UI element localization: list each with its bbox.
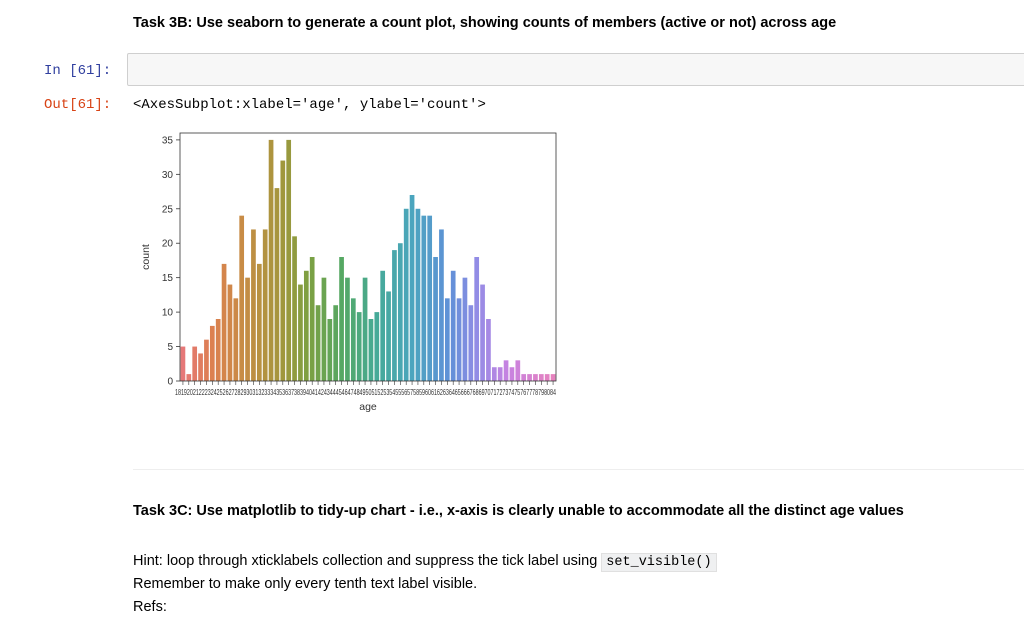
task-3b-heading: Task 3B: Use seaborn to generate a count… bbox=[133, 15, 837, 31]
bar-age-79 bbox=[538, 374, 544, 381]
bar-age-74 bbox=[509, 367, 515, 381]
bar-age-35 bbox=[280, 160, 286, 381]
hint-paragraph: Hint: loop through xticklabels collectio… bbox=[133, 551, 717, 573]
bar-age-61 bbox=[433, 257, 438, 381]
bar-age-58 bbox=[415, 208, 421, 381]
bar-age-23 bbox=[209, 325, 215, 381]
bar-age-28 bbox=[239, 215, 245, 381]
input-prompt: In [61]: bbox=[44, 63, 112, 79]
bar-age-73 bbox=[503, 360, 509, 381]
y-tick-label: 5 bbox=[167, 342, 173, 353]
bar-age-57 bbox=[409, 195, 415, 381]
bar-age-48 bbox=[356, 312, 362, 381]
bar-age-67 bbox=[468, 305, 474, 381]
y-tick-label: 35 bbox=[162, 135, 174, 146]
remember-paragraph: Remember to make only every tenth text l… bbox=[133, 576, 478, 592]
bar-age-70 bbox=[486, 319, 491, 381]
bar-age-62 bbox=[439, 229, 444, 381]
bar-age-71 bbox=[491, 367, 497, 381]
bar-age-38 bbox=[298, 284, 303, 381]
bar-age-53 bbox=[386, 291, 391, 381]
bar-age-18 bbox=[180, 346, 186, 381]
hint-code: set_visible() bbox=[601, 553, 717, 572]
bar-age-26 bbox=[227, 284, 233, 381]
bar-age-37 bbox=[292, 236, 297, 381]
hint-text: Hint: loop through xticklabels collectio… bbox=[133, 553, 602, 569]
refs-label: Refs: bbox=[133, 599, 167, 615]
bar-age-20 bbox=[192, 346, 198, 381]
bar-age-66 bbox=[462, 277, 468, 381]
y-tick-label: 10 bbox=[162, 308, 174, 319]
bar-age-75 bbox=[515, 360, 521, 381]
plot-frame bbox=[179, 132, 557, 382]
bar-age-39 bbox=[303, 270, 309, 381]
code-cell-input[interactable] bbox=[127, 53, 1024, 86]
x-tick-labels: 1819202122232425262728293031323334353637… bbox=[175, 387, 556, 397]
bar-age-76 bbox=[521, 374, 527, 381]
bar-age-63 bbox=[444, 298, 450, 381]
bar-age-44 bbox=[333, 305, 339, 381]
bar-age-34 bbox=[274, 188, 280, 381]
count-plot: 0 5 10 15 20 25 30 35 18192021222324252627282930… bbox=[140, 132, 557, 413]
y-tick-label: 0 bbox=[167, 377, 173, 388]
bar-age-24 bbox=[215, 319, 221, 381]
bar-age-80 bbox=[544, 374, 550, 381]
y-tick-label: 30 bbox=[162, 170, 174, 181]
y-tick-label: 25 bbox=[162, 204, 174, 215]
bar-age-59 bbox=[421, 215, 427, 381]
bar-age-51 bbox=[374, 312, 380, 381]
bar-age-40 bbox=[309, 257, 315, 381]
bar-age-49 bbox=[362, 277, 368, 381]
cell-divider bbox=[133, 469, 1024, 470]
bar-age-68 bbox=[474, 257, 480, 381]
bar-age-25 bbox=[221, 263, 227, 381]
bar-age-31 bbox=[256, 263, 262, 381]
bar-age-43 bbox=[327, 319, 333, 381]
bar-age-30 bbox=[251, 229, 256, 381]
bar-age-42 bbox=[321, 277, 327, 381]
bar-age-50 bbox=[368, 319, 374, 381]
bar-age-55 bbox=[397, 243, 403, 381]
bar-age-19 bbox=[186, 374, 192, 381]
bar-age-29 bbox=[245, 277, 250, 381]
task-3c-heading: Task 3C: Use matplotlib to tidy-up chart… bbox=[133, 503, 904, 519]
bar-age-27 bbox=[233, 298, 239, 381]
bar-age-36 bbox=[286, 139, 292, 381]
bar-age-54 bbox=[392, 250, 397, 381]
bar-age-52 bbox=[380, 270, 386, 381]
bar-age-56 bbox=[403, 208, 409, 381]
bar-age-78 bbox=[533, 374, 538, 381]
bar-age-84 bbox=[550, 374, 556, 381]
y-tick-label: 20 bbox=[162, 239, 174, 250]
y-axis-label: count bbox=[140, 244, 152, 270]
bar-age-77 bbox=[527, 374, 532, 381]
bar-age-45 bbox=[339, 257, 344, 381]
bar-age-41 bbox=[315, 305, 321, 381]
bar-age-72 bbox=[497, 367, 503, 381]
y-tick-label: 15 bbox=[162, 273, 174, 284]
x-axis-label: age bbox=[359, 401, 377, 413]
bar-age-33 bbox=[268, 139, 274, 381]
bar-age-64 bbox=[450, 270, 456, 381]
bar-age-47 bbox=[350, 298, 356, 381]
bar-age-21 bbox=[198, 353, 203, 381]
bar-age-22 bbox=[204, 339, 209, 381]
bar-age-60 bbox=[427, 215, 433, 381]
bar-age-46 bbox=[345, 277, 350, 381]
bar-age-32 bbox=[262, 229, 268, 381]
bar-age-65 bbox=[456, 298, 462, 381]
output-repr: <AxesSubplot:xlabel='age', ylabel='count… bbox=[133, 97, 486, 113]
bar-age-69 bbox=[480, 284, 485, 381]
output-prompt: Out[61]: bbox=[44, 97, 112, 113]
